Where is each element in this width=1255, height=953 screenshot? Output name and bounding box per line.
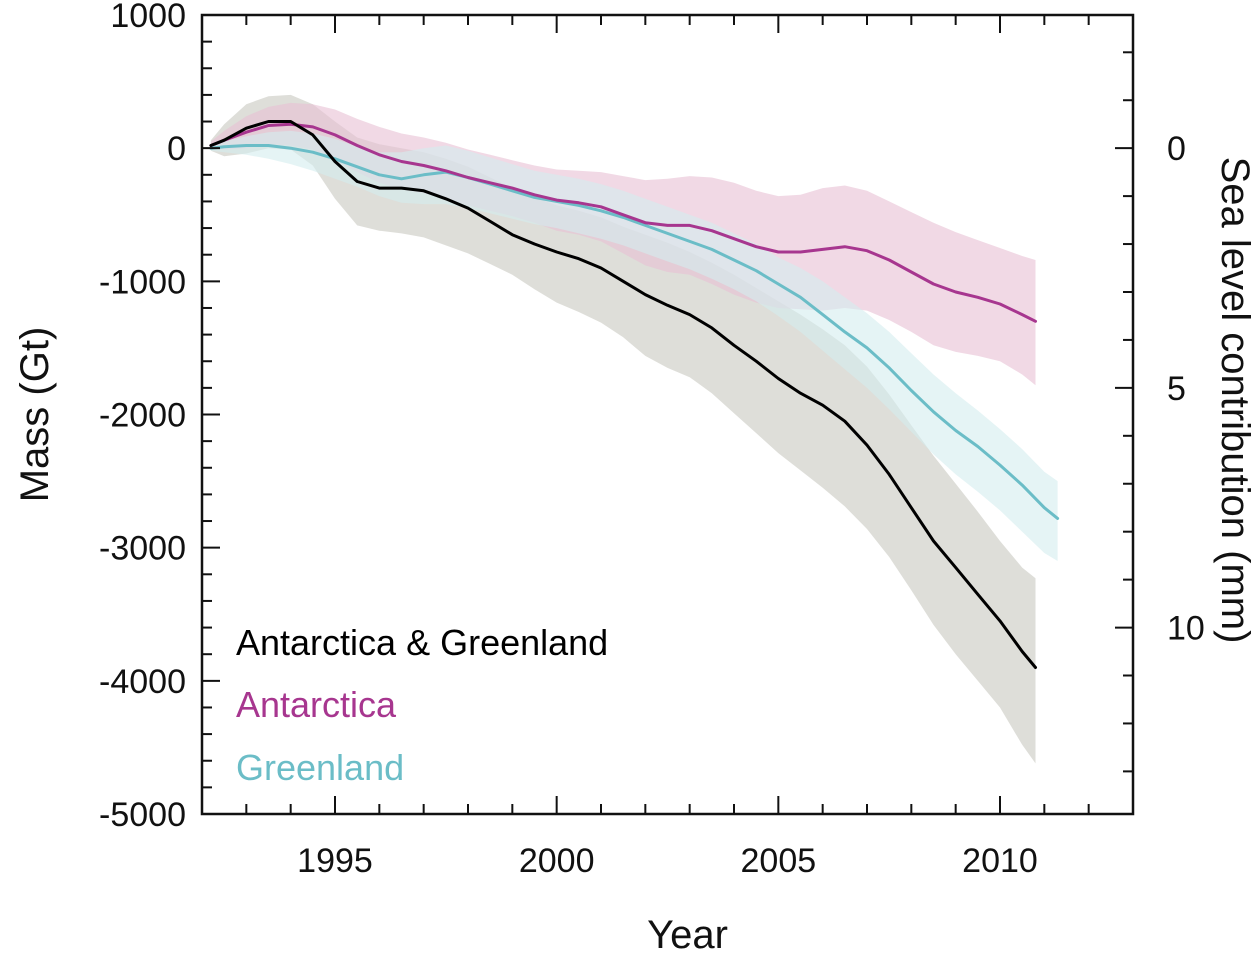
y-tick-label: -5000 [99,796,186,834]
x-tick-label: 2000 [519,842,595,880]
y-tick-label: -4000 [99,663,186,701]
y-tick-label: -2000 [99,397,186,435]
y2-tick-label: 0 [1167,130,1186,168]
x-tick-label: 2005 [741,842,817,880]
axis-tick-labels: 1995 2000 2005 2010 1000 0 -1000 -2000 -3000 -400… [99,0,1205,880]
y2-tick-label: 5 [1167,370,1186,408]
y2-tick-label: 10 [1167,610,1205,648]
x-tick-label: 2010 [962,842,1038,880]
series-line-antarctica [209,122,1037,323]
y-tick-label: 0 [167,130,186,168]
uncertainty-bands [210,94,1058,764]
y-axis-title: Mass (Gt) [13,327,57,503]
y-tick-label: -1000 [99,263,186,301]
y-tick-label: 1000 [110,0,186,35]
series-lines [209,120,1060,669]
uncertainty-band-greenland [210,130,1058,561]
x-tick-label: 1995 [297,842,373,880]
legend: Antarctica & Greenland Antarctica Greenl… [236,622,608,788]
legend-entry-antarctica-greenland: Antarctica & Greenland [236,622,608,663]
legend-entry-antarctica: Antarctica [236,684,397,725]
y-tick-label: -3000 [99,530,186,568]
axis-ticks [201,14,1134,815]
legend-entry-greenland: Greenland [236,747,404,788]
x-axis-title: Year [647,913,728,953]
series-line-greenland [209,144,1060,520]
right-axis-title: Sea level contribution (mm) [1213,157,1255,644]
series-line-antarctica-greenland [209,120,1037,669]
